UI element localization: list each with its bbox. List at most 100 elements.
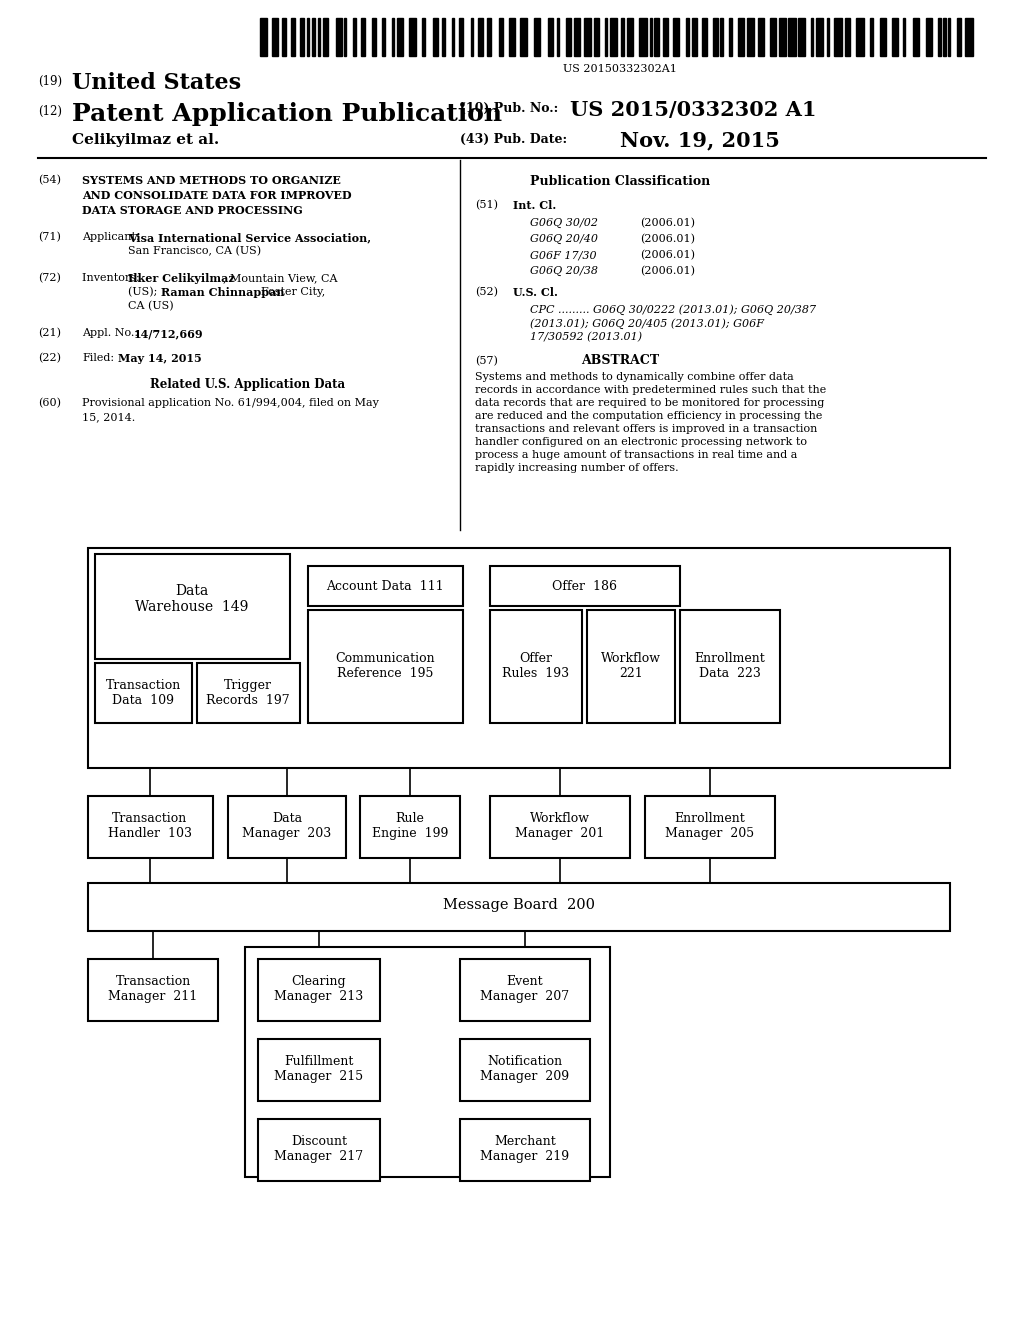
Text: (60): (60) <box>38 399 61 408</box>
Text: (2006.01): (2006.01) <box>640 249 695 260</box>
Bar <box>738 18 743 55</box>
Text: G06Q 20/40: G06Q 20/40 <box>530 234 598 244</box>
Bar <box>610 18 616 55</box>
Bar <box>323 18 328 55</box>
Text: Raman Chinnappan: Raman Chinnappan <box>161 286 285 298</box>
Bar <box>845 18 850 55</box>
Text: United States: United States <box>72 73 241 94</box>
Bar <box>557 18 559 55</box>
Text: are reduced and the computation efficiency in processing the: are reduced and the computation efficien… <box>475 411 822 421</box>
Text: Manager  211: Manager 211 <box>109 990 198 1003</box>
Bar <box>622 18 625 55</box>
Bar <box>459 18 464 55</box>
Text: transactions and relevant offers is improved in a transaction: transactions and relevant offers is impr… <box>475 424 817 434</box>
Bar <box>283 18 286 55</box>
Text: Data  223: Data 223 <box>699 667 761 680</box>
Text: Related U.S. Application Data: Related U.S. Application Data <box>150 378 345 391</box>
Bar <box>478 18 482 55</box>
Bar <box>584 18 591 55</box>
Bar <box>680 610 780 723</box>
Text: Int. Cl.: Int. Cl. <box>513 201 556 211</box>
Text: Systems and methods to dynamically combine offer data: Systems and methods to dynamically combi… <box>475 372 794 381</box>
Bar <box>88 796 213 858</box>
Bar <box>826 18 828 55</box>
Bar <box>956 18 961 55</box>
Text: Enrollment: Enrollment <box>694 652 765 665</box>
Text: Manager  201: Manager 201 <box>515 828 604 840</box>
Bar <box>520 18 527 55</box>
Text: Data: Data <box>272 812 302 825</box>
Text: Nov. 19, 2015: Nov. 19, 2015 <box>620 129 780 150</box>
Bar <box>816 18 823 55</box>
Bar <box>422 18 425 55</box>
Text: Manager  203: Manager 203 <box>243 828 332 840</box>
Text: Manager  209: Manager 209 <box>480 1071 569 1082</box>
Text: Rules  193: Rules 193 <box>503 667 569 680</box>
Text: CA (US): CA (US) <box>128 301 174 312</box>
Text: Filed:: Filed: <box>82 352 114 363</box>
Text: (19): (19) <box>38 75 62 88</box>
Bar <box>490 610 582 723</box>
Text: Reference  195: Reference 195 <box>337 667 433 680</box>
Text: AND CONSOLIDATE DATA FOR IMPROVED: AND CONSOLIDATE DATA FOR IMPROVED <box>82 190 351 201</box>
Bar <box>770 18 775 55</box>
Bar <box>300 18 304 55</box>
Bar <box>509 18 514 55</box>
Bar <box>460 960 590 1020</box>
Text: Ilker Celikyilmaz: Ilker Celikyilmaz <box>128 273 234 284</box>
Bar <box>650 18 652 55</box>
Text: 14/712,669: 14/712,669 <box>134 327 204 339</box>
Bar <box>663 18 668 55</box>
Text: 17/30592 (2013.01): 17/30592 (2013.01) <box>530 333 642 342</box>
Bar <box>88 883 950 931</box>
Bar <box>565 18 571 55</box>
Bar <box>352 18 356 55</box>
Text: (US);: (US); <box>128 286 161 297</box>
Text: Patent Application Publication: Patent Application Publication <box>72 102 502 125</box>
Text: ABSTRACT: ABSTRACT <box>581 354 659 367</box>
Bar <box>228 796 346 858</box>
Bar <box>336 18 342 55</box>
Text: Transaction: Transaction <box>116 975 190 987</box>
Bar <box>548 18 553 55</box>
Text: (2006.01): (2006.01) <box>640 218 695 228</box>
Text: Data  109: Data 109 <box>112 694 174 708</box>
Bar <box>686 18 689 55</box>
Bar <box>460 1119 590 1181</box>
Bar <box>870 18 873 55</box>
Bar <box>654 18 659 55</box>
Text: Clearing: Clearing <box>292 975 346 987</box>
Text: , Mountain View, CA: , Mountain View, CA <box>223 273 338 282</box>
Bar <box>534 18 540 55</box>
Text: G06Q 20/38: G06Q 20/38 <box>530 267 598 276</box>
Bar <box>95 663 193 723</box>
Text: (51): (51) <box>475 201 498 210</box>
Text: Handler  103: Handler 103 <box>108 828 193 840</box>
Text: Fulfillment: Fulfillment <box>285 1055 353 1068</box>
Bar <box>948 18 950 55</box>
Text: 15, 2014.: 15, 2014. <box>82 412 135 422</box>
Text: (2006.01): (2006.01) <box>640 267 695 276</box>
Bar <box>926 18 932 55</box>
Text: Celikyilmaz et al.: Celikyilmaz et al. <box>72 133 219 147</box>
Bar <box>312 18 315 55</box>
Bar <box>965 18 973 55</box>
Text: Offer: Offer <box>519 652 553 665</box>
Bar <box>260 18 267 55</box>
Text: records in accordance with predetermined rules such that the: records in accordance with predetermined… <box>475 385 826 395</box>
Bar <box>344 18 346 55</box>
Bar <box>490 566 680 606</box>
Text: (12): (12) <box>38 106 62 117</box>
Bar <box>308 566 463 606</box>
Text: US 2015/0332302 A1: US 2015/0332302 A1 <box>570 100 816 120</box>
Text: Account Data  111: Account Data 111 <box>327 579 443 593</box>
Text: data records that are required to be monitored for processing: data records that are required to be mon… <box>475 399 824 408</box>
Bar <box>383 18 385 55</box>
Text: (2006.01): (2006.01) <box>640 234 695 244</box>
Bar <box>95 554 290 659</box>
Bar <box>713 18 718 55</box>
Bar <box>442 18 445 55</box>
Text: Trigger: Trigger <box>224 678 272 692</box>
Text: Manager  217: Manager 217 <box>274 1150 364 1163</box>
Text: Event: Event <box>507 975 544 987</box>
